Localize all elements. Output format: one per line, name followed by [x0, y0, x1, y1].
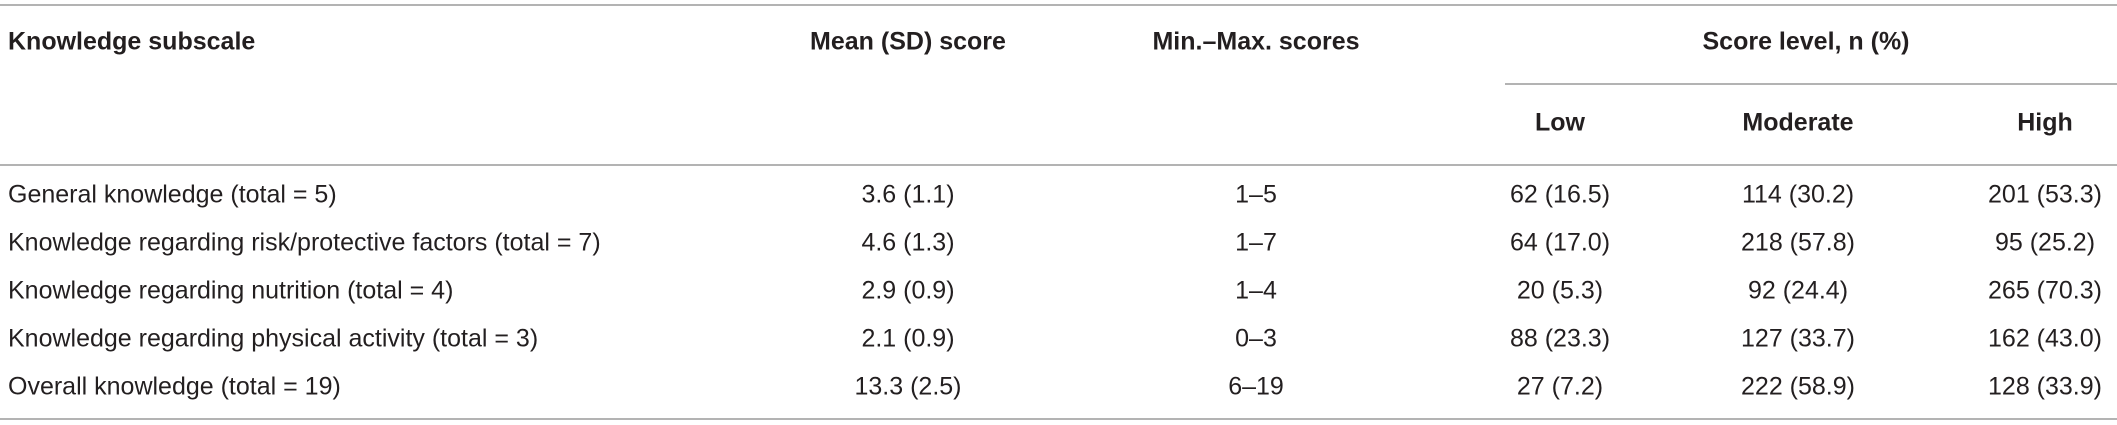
cell: 1–4 [1235, 277, 1277, 305]
cell: 265 (70.3) [1988, 277, 2102, 305]
cell: 2.9 (0.9) [861, 277, 954, 305]
cell: 2.1 (0.9) [861, 325, 954, 353]
row-label: Overall knowledge (total = 19) [8, 373, 341, 401]
cell: 201 (53.3) [1988, 181, 2102, 209]
cell: 222 (58.9) [1741, 373, 1855, 401]
subcolumn-header: High [2017, 109, 2073, 137]
cell: 0–3 [1235, 325, 1277, 353]
cell: 218 (57.8) [1741, 229, 1855, 257]
cell: 114 (30.2) [1742, 181, 1854, 209]
cell: 1–7 [1235, 229, 1277, 257]
subcolumn-header: Low [1535, 109, 1586, 137]
cell: 95 (25.2) [1995, 229, 2095, 257]
subcolumn-header: Moderate [1742, 109, 1853, 137]
cell: 88 (23.3) [1510, 325, 1610, 353]
cell: 92 (24.4) [1748, 277, 1848, 305]
cell: 6–19 [1228, 373, 1284, 401]
cell: 62 (16.5) [1510, 181, 1610, 209]
cell: 4.6 (1.3) [861, 229, 954, 257]
cell: 13.3 (2.5) [854, 373, 961, 401]
cell: 128 (33.9) [1988, 373, 2102, 401]
cell: 1–5 [1235, 181, 1277, 209]
column-header: Min.–Max. scores [1152, 28, 1359, 56]
cell: 162 (43.0) [1988, 325, 2102, 353]
cell: 127 (33.7) [1741, 325, 1855, 353]
row-label: Knowledge regarding nutrition (total = 4… [8, 277, 453, 305]
row-label: General knowledge (total = 5) [8, 181, 337, 209]
cell: 27 (7.2) [1517, 373, 1603, 401]
column-header: Score level, n (%) [1702, 28, 1909, 56]
cell: 3.6 (1.1) [861, 181, 954, 209]
column-header: Mean (SD) score [810, 28, 1006, 56]
cell: 20 (5.3) [1517, 277, 1603, 305]
row-label: Knowledge regarding risk/protective fact… [8, 229, 601, 257]
row-label: Knowledge regarding physical activity (t… [8, 325, 538, 353]
cell: 64 (17.0) [1510, 229, 1610, 257]
column-header: Knowledge subscale [8, 28, 255, 56]
